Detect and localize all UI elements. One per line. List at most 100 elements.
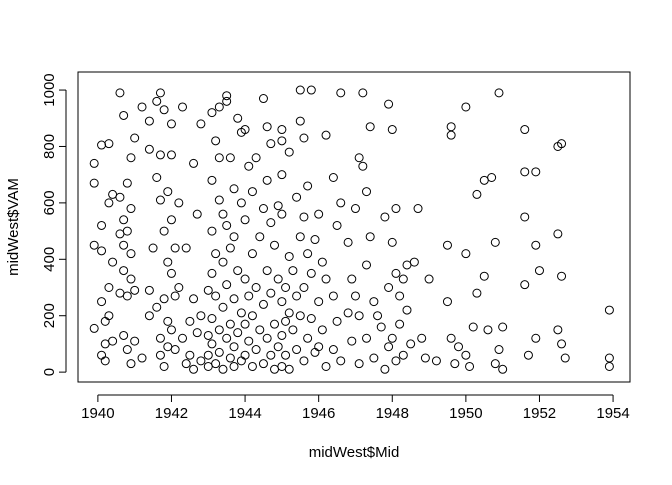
point	[406, 339, 416, 349]
point	[310, 347, 320, 357]
point	[100, 316, 110, 326]
point	[266, 288, 276, 298]
point	[89, 158, 99, 168]
point	[560, 353, 570, 363]
point	[523, 350, 533, 360]
point	[203, 350, 213, 360]
point	[144, 144, 154, 154]
point	[100, 356, 110, 366]
point	[104, 139, 114, 149]
point	[336, 88, 346, 98]
point	[531, 240, 541, 250]
x-tick-label: 1948	[376, 405, 409, 422]
point	[222, 220, 232, 230]
y-axis-title: midWest$VAM	[5, 178, 22, 276]
point	[189, 158, 199, 168]
point	[196, 356, 206, 366]
point	[119, 215, 129, 225]
point	[166, 268, 176, 278]
point	[97, 246, 107, 256]
point	[207, 108, 217, 118]
point	[557, 271, 567, 281]
point	[306, 314, 316, 324]
point	[288, 325, 298, 335]
point	[270, 319, 280, 329]
point	[244, 336, 254, 346]
point	[281, 350, 291, 360]
plot-box	[77, 71, 631, 383]
point	[119, 266, 129, 276]
point	[490, 359, 500, 369]
point	[97, 350, 107, 360]
point	[409, 257, 419, 267]
point	[303, 249, 313, 259]
point	[192, 209, 202, 219]
point	[402, 305, 412, 315]
point	[498, 322, 508, 332]
point	[384, 283, 394, 293]
point	[244, 161, 254, 171]
point	[424, 274, 434, 284]
point	[163, 257, 173, 267]
point	[303, 333, 313, 343]
x-tick-label: 1946	[302, 405, 335, 422]
point	[387, 333, 397, 343]
point	[108, 336, 118, 346]
point	[262, 175, 272, 185]
point	[203, 330, 213, 340]
point	[431, 356, 441, 366]
point	[211, 136, 221, 146]
point	[225, 319, 235, 329]
point	[420, 353, 430, 363]
y-tick-label: 0	[41, 368, 58, 376]
point	[122, 226, 132, 236]
point	[461, 102, 471, 112]
point	[292, 291, 302, 301]
point	[402, 260, 412, 270]
point	[387, 125, 397, 135]
point	[362, 260, 372, 270]
point	[398, 274, 408, 284]
point	[166, 150, 176, 160]
point	[442, 240, 452, 250]
point	[380, 364, 390, 374]
point	[391, 268, 401, 278]
point	[155, 195, 165, 205]
point	[104, 283, 114, 293]
point	[494, 345, 504, 355]
point	[163, 342, 173, 352]
point	[155, 150, 165, 160]
point	[189, 364, 199, 374]
point	[108, 257, 118, 267]
x-tick-label: 1954	[596, 405, 629, 422]
point	[373, 311, 383, 321]
point	[155, 350, 165, 360]
point	[277, 361, 287, 371]
point	[207, 175, 217, 185]
point	[446, 333, 456, 343]
point	[299, 212, 309, 222]
point	[321, 274, 331, 284]
y-tick-label: 200	[41, 303, 58, 328]
point	[350, 204, 360, 214]
point	[130, 336, 140, 346]
point	[247, 361, 257, 371]
point	[534, 266, 544, 276]
point	[159, 105, 169, 115]
point	[115, 192, 125, 202]
point	[295, 232, 305, 242]
point	[369, 353, 379, 363]
point	[126, 249, 136, 259]
point	[314, 209, 324, 219]
point	[292, 192, 302, 202]
point	[442, 297, 452, 307]
point	[490, 237, 500, 247]
y-tick-label: 1000	[41, 73, 58, 106]
point	[236, 198, 246, 208]
point	[277, 209, 287, 219]
point	[178, 333, 188, 343]
point	[119, 110, 129, 120]
point	[181, 243, 191, 253]
